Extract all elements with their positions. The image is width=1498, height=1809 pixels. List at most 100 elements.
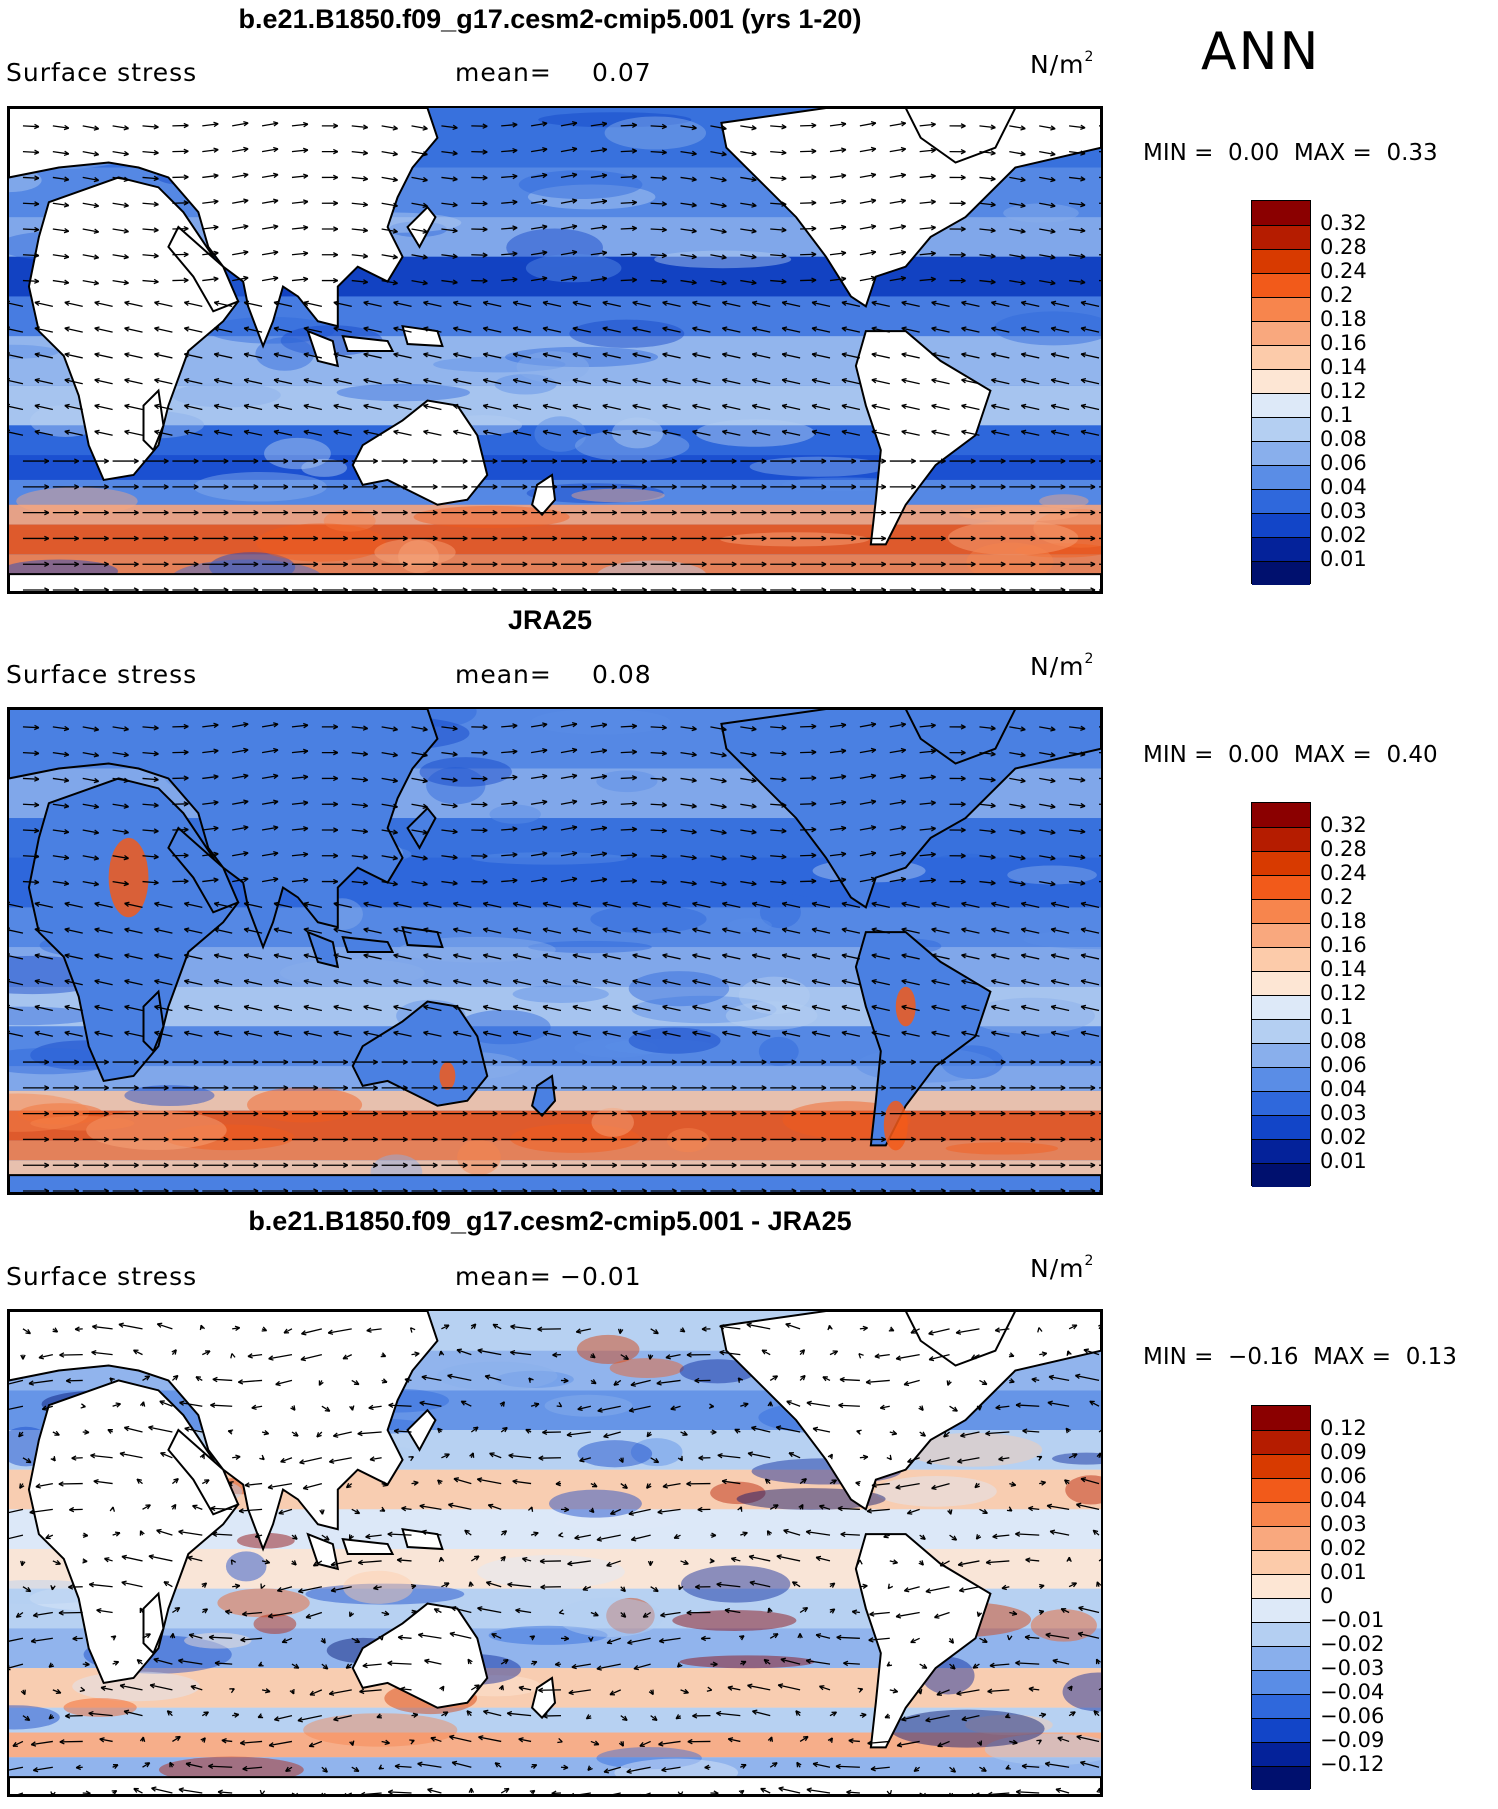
colorbar-swatch	[1252, 345, 1310, 369]
panel-3-units: N/m2	[1030, 1252, 1095, 1283]
coastline	[142, 388, 165, 452]
stress-blob	[958, 506, 1079, 522]
stress-blob	[569, 319, 685, 348]
colorbar-tick-label: 0.18	[1320, 307, 1367, 331]
stress-blob	[30, 1116, 135, 1131]
colorbar-swatch	[1252, 1091, 1310, 1115]
coastline	[351, 1602, 489, 1709]
stress-blob	[1062, 1672, 1101, 1712]
colorbar-swatch	[1252, 947, 1310, 971]
coastline	[167, 1428, 240, 1516]
stress-blob	[628, 1027, 721, 1054]
stress-blob	[505, 346, 659, 368]
panel-2-variable: Surface stress	[6, 660, 198, 689]
coastline	[341, 1537, 395, 1555]
stress-blob	[1003, 203, 1079, 223]
colorbar-tick-label: 0.24	[1320, 259, 1367, 283]
stress-blob	[966, 542, 1054, 582]
colorbar-swatch	[1252, 1067, 1310, 1091]
coastline	[406, 806, 437, 850]
stress-blob	[256, 523, 386, 562]
stress-band	[9, 1140, 1101, 1161]
colorbar-tick-label: 0.02	[1320, 523, 1367, 547]
stress-blob	[171, 382, 281, 408]
coastline	[530, 1676, 557, 1720]
colorbar-swatch	[1252, 1478, 1310, 1502]
stress-blob	[680, 1565, 791, 1603]
colorbar-swatch	[1252, 1598, 1310, 1622]
colorbar-swatch	[1252, 465, 1310, 489]
stress-blob	[984, 1733, 1101, 1766]
colorbar-swatch	[1252, 369, 1310, 393]
panel-1-minmax: MIN = 0.00 MAX = 0.33	[1143, 140, 1438, 166]
stress-blob	[437, 1361, 558, 1391]
colorbar-tick-label: −0.09	[1320, 1728, 1385, 1752]
colorbar-swatch	[1252, 249, 1310, 273]
stress-blob	[630, 1438, 683, 1467]
colorbar-swatch	[1252, 1646, 1310, 1670]
colorbar-tick-label: 0.08	[1320, 1029, 1367, 1053]
panel-3-mean-value: −0.01	[560, 1262, 642, 1291]
stress-blob	[596, 770, 658, 793]
coastline	[9, 1174, 1101, 1193]
colorbar-swatch	[1252, 537, 1310, 561]
land-stress-patch	[883, 1100, 908, 1151]
stress-blob	[509, 1123, 641, 1153]
stress-blob	[544, 1394, 633, 1417]
stress-blob	[609, 1358, 684, 1379]
colorbar-tick-label: 0.09	[1320, 1440, 1367, 1464]
stress-blob	[628, 971, 730, 1007]
coastline	[854, 330, 992, 546]
colorbar-tick-label: 0.28	[1320, 837, 1367, 861]
stress-blob	[525, 253, 622, 283]
panel-1-title: b.e21.B1850.f09_g17.cesm2-cmip5.001 (yrs…	[238, 4, 862, 34]
colorbar-tick-label: 0.24	[1320, 861, 1367, 885]
stress-blob	[526, 483, 664, 504]
colorbar-tick-label: −0.12	[1320, 1752, 1385, 1776]
stress-blob	[433, 356, 566, 373]
colorbar-tick-label: 0.01	[1320, 1560, 1367, 1584]
stress-blob	[749, 456, 887, 477]
colorbar-tick-label: 0.12	[1320, 1416, 1367, 1440]
stress-blob	[528, 940, 652, 954]
panel-3-variable: Surface stress	[6, 1262, 198, 1291]
stress-blob	[374, 538, 456, 566]
stress-blob	[488, 1625, 608, 1645]
stress-blob	[457, 1139, 501, 1176]
colorbar-tick-label: 0.04	[1320, 1488, 1367, 1512]
stress-band	[9, 1732, 1101, 1758]
coastline	[720, 1311, 1101, 1511]
colorbar-swatch	[1252, 1043, 1310, 1067]
stress-blob	[184, 1632, 252, 1649]
stress-blob	[124, 1085, 215, 1106]
coastline	[530, 1074, 557, 1118]
stress-blob	[1007, 865, 1097, 885]
colorbar-swatch	[1252, 851, 1310, 875]
stress-blob	[1065, 1475, 1101, 1505]
colorbar-tick-label: 0.02	[1320, 1536, 1367, 1560]
stress-blob	[86, 1110, 227, 1150]
panel-2-title: JRA25	[507, 605, 593, 635]
stress-blob	[163, 1124, 295, 1151]
stress-blob	[301, 458, 348, 477]
colorbar-tick-label: 0.32	[1320, 211, 1367, 235]
panel-2-map	[7, 707, 1103, 1195]
stress-blob	[255, 337, 315, 371]
stress-blob	[666, 1128, 710, 1153]
panel-3-title: b.e21.B1850.f09_g17.cesm2-cmip5.001 - JR…	[248, 1206, 852, 1236]
panel-1-map	[7, 106, 1103, 594]
colorbar-tick-label: 0.03	[1320, 499, 1367, 523]
coastline	[9, 1776, 1101, 1795]
stress-blob	[781, 477, 908, 492]
colorbar-tick-label: 0.12	[1320, 981, 1367, 1005]
stress-blob	[1039, 494, 1089, 509]
stress-blob	[9, 1006, 99, 1026]
coastline	[406, 1408, 437, 1452]
panel-1-units: N/m2	[1030, 48, 1095, 79]
coastline	[406, 205, 437, 249]
colorbar-swatch	[1252, 201, 1310, 225]
coastline	[351, 399, 489, 506]
stress-blob	[512, 985, 609, 1003]
colorbar-tick-label: 0.32	[1320, 813, 1367, 837]
stress-blob	[419, 757, 512, 787]
